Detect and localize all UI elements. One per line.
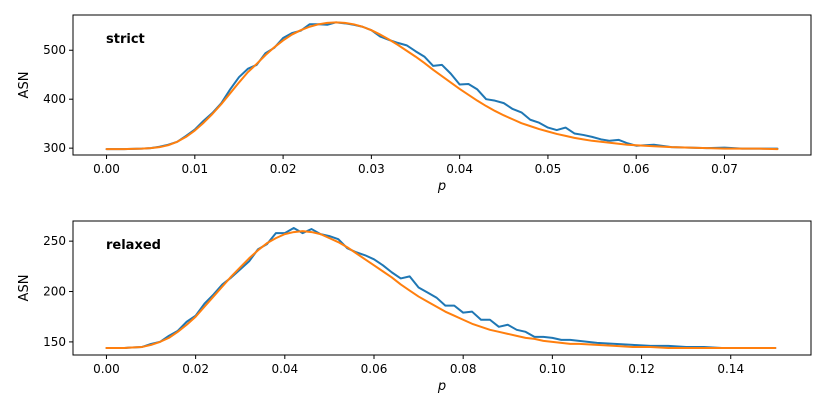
x-tick-label: 0.03 (358, 162, 385, 176)
y-tick-label: 200 (43, 285, 66, 299)
x-tick-label: 0.06 (361, 362, 388, 376)
plot-frame (72, 14, 812, 156)
y-axis-label: ASN (17, 72, 32, 99)
y-tick-label: 250 (43, 234, 66, 248)
x-tick-label: 0.14 (717, 362, 744, 376)
x-tick-label: 0.08 (450, 362, 477, 376)
y-tick-label: 150 (43, 335, 66, 349)
x-axis-label: p (437, 179, 446, 194)
x-tick-label: 0.00 (93, 362, 120, 376)
x-tick-label: 0.05 (535, 162, 562, 176)
y-tick-label: 400 (43, 92, 66, 106)
y-tick-label: 500 (43, 43, 66, 57)
plot-frame (72, 220, 812, 356)
panel-1: 0.00 0.02 0.04 0.06 0.08 0.10 0.12 0.14 150 200 25… (17, 220, 812, 394)
x-tick-label: 0.06 (623, 162, 650, 176)
x-tick-label: 0.01 (181, 162, 208, 176)
x-tick-label: 0.04 (446, 162, 473, 176)
panel-0: 0.00 0.01 0.02 0.03 0.04 0.05 0.06 0.07 300 400 50… (17, 14, 812, 194)
panel-title: strict (106, 32, 145, 47)
x-tick-label: 0.02 (270, 162, 297, 176)
x-axis-label: p (437, 379, 446, 394)
x-tick-label: 0.04 (271, 362, 298, 376)
x-tick-label: 0.00 (93, 162, 120, 176)
series-line-1 (105, 230, 777, 349)
y-tick-label: 300 (43, 141, 66, 155)
x-tick-label: 0.10 (539, 362, 566, 376)
x-tick-label: 0.07 (711, 162, 738, 176)
series-line-0 (105, 227, 777, 349)
x-tick-label: 0.02 (182, 362, 209, 376)
series-line-0 (105, 21, 779, 151)
x-tick-label: 0.12 (628, 362, 655, 376)
y-axis-label: ASN (17, 275, 32, 302)
panel-title: relaxed (106, 238, 161, 253)
series-line-1 (105, 21, 779, 151)
